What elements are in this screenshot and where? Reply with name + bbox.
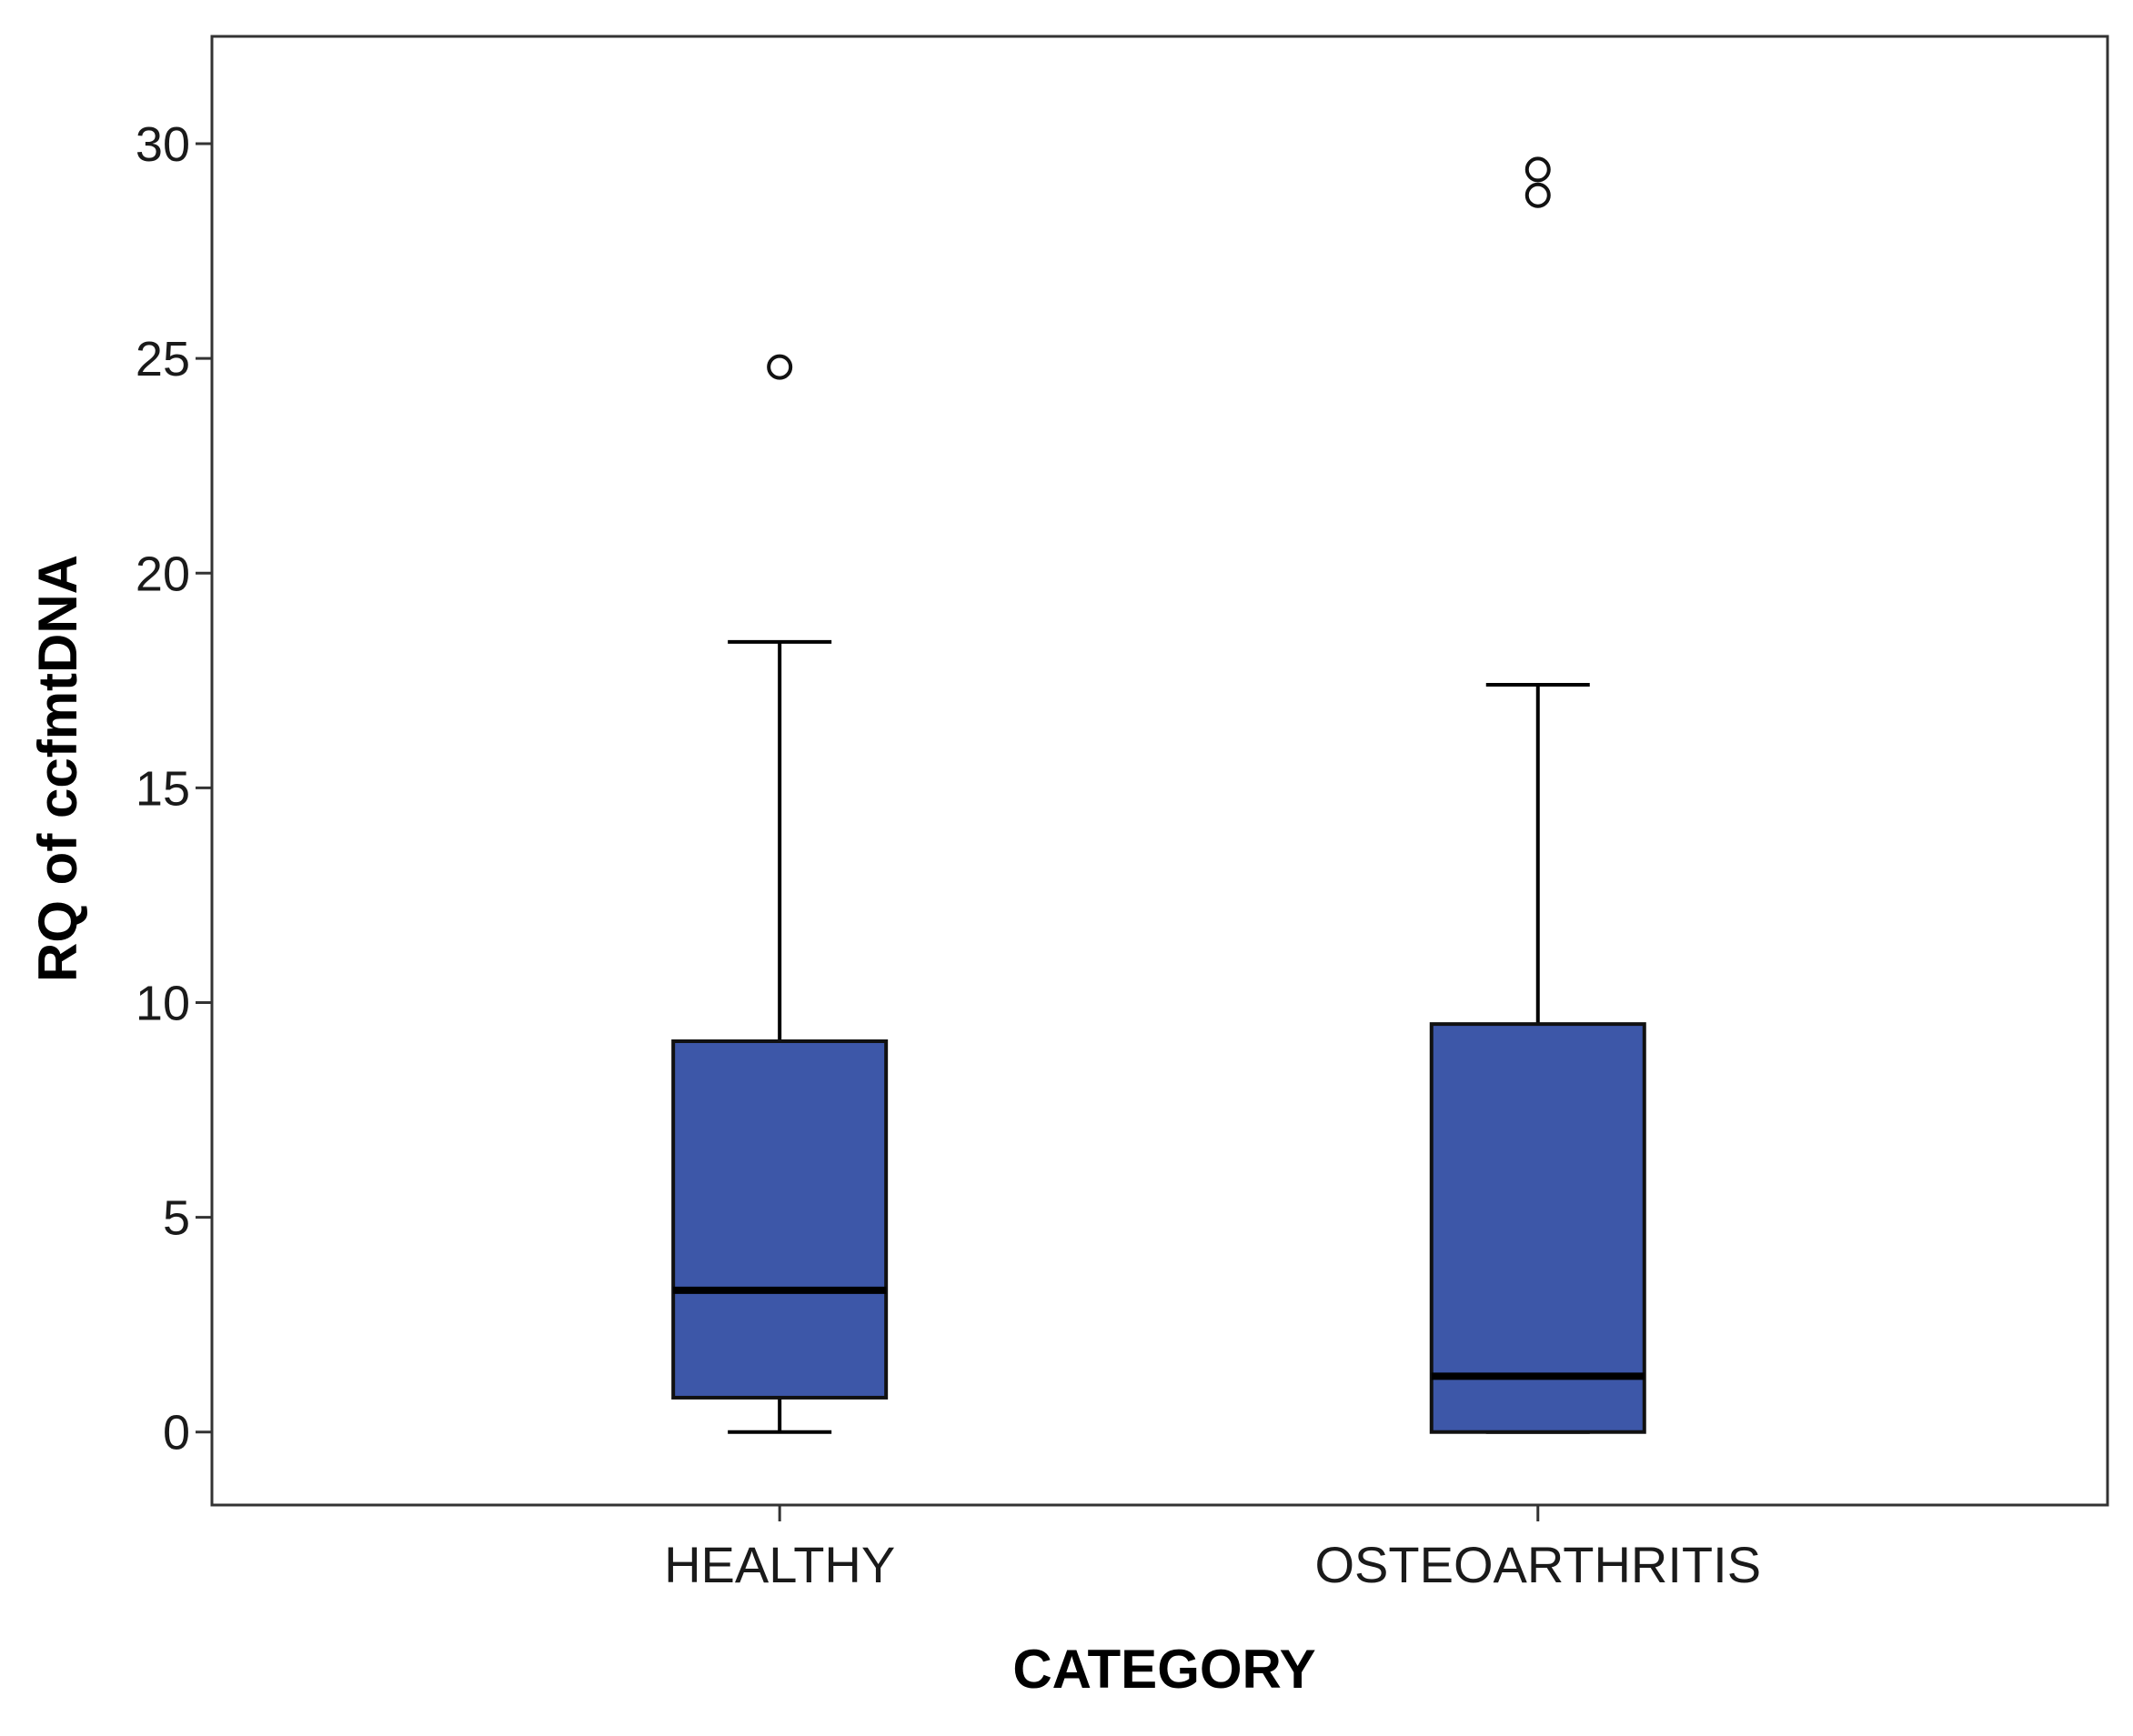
- x-axis-title: CATEGORY: [1012, 1639, 1315, 1700]
- x-tick-label-osteoarthritis: OSTEOARTHRITIS: [1314, 1536, 1761, 1593]
- y-tick-label-30: 30: [136, 117, 190, 172]
- iqr-box-osteoarthritis: [1429, 1022, 1646, 1434]
- iqr-box-healthy: [671, 1039, 889, 1400]
- x-axis: HEALTHY OSTEOARTHRITIS: [664, 1505, 1761, 1593]
- outlier-healthy-1: [767, 354, 793, 380]
- box-healthy: [671, 354, 889, 1434]
- y-tick-label-0: 0: [163, 1406, 190, 1460]
- box-osteoarthritis: [1429, 156, 1646, 1434]
- y-tick-label-5: 5: [163, 1191, 190, 1246]
- outlier-osteoarthritis-2: [1524, 182, 1551, 208]
- boxes: [671, 156, 1646, 1434]
- plot-frame: [210, 35, 2109, 1507]
- y-axis-title: RQ of ccfmtDNA: [27, 555, 88, 982]
- y-tick-label-15: 15: [136, 761, 190, 816]
- x-tick-label-healthy: HEALTHY: [664, 1536, 895, 1593]
- y-axis: 0 5 10 15 20 25 30: [136, 117, 212, 1460]
- y-tick-label-25: 25: [136, 332, 190, 386]
- y-tick-label-10: 10: [136, 977, 190, 1031]
- outlier-osteoarthritis-1: [1524, 156, 1551, 183]
- y-tick-label-20: 20: [136, 547, 190, 601]
